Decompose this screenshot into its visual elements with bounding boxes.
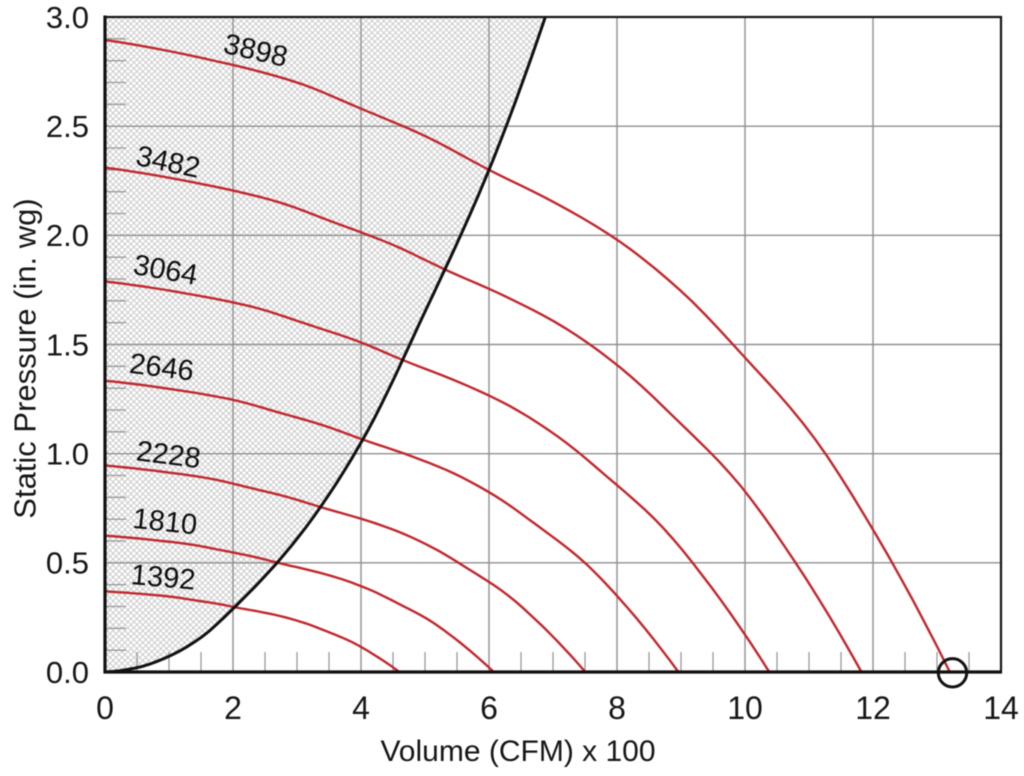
- svg-text:2646: 2646: [128, 348, 196, 388]
- svg-text:1392: 1392: [130, 559, 197, 597]
- svg-text:10: 10: [727, 690, 763, 726]
- svg-text:1.5: 1.5: [46, 327, 89, 362]
- svg-text:4: 4: [352, 690, 370, 726]
- svg-text:1.0: 1.0: [46, 437, 89, 472]
- svg-text:2.0: 2.0: [46, 218, 89, 253]
- svg-text:14: 14: [983, 690, 1019, 726]
- svg-text:8: 8: [608, 690, 626, 726]
- svg-text:2228: 2228: [135, 435, 203, 475]
- svg-text:1810: 1810: [131, 503, 199, 542]
- svg-text:12: 12: [855, 690, 891, 726]
- svg-text:0.5: 0.5: [46, 546, 89, 581]
- svg-text:0.0: 0.0: [46, 655, 89, 690]
- svg-text:0: 0: [96, 690, 114, 726]
- svg-text:Static Pressure (in. wg): Static Pressure (in. wg): [8, 198, 43, 518]
- svg-text:2: 2: [224, 690, 242, 726]
- svg-text:Volume (CFM) x 100: Volume (CFM) x 100: [380, 735, 655, 768]
- svg-text:3.0: 3.0: [46, 0, 89, 35]
- svg-text:2.5: 2.5: [46, 109, 89, 144]
- svg-text:6: 6: [480, 690, 498, 726]
